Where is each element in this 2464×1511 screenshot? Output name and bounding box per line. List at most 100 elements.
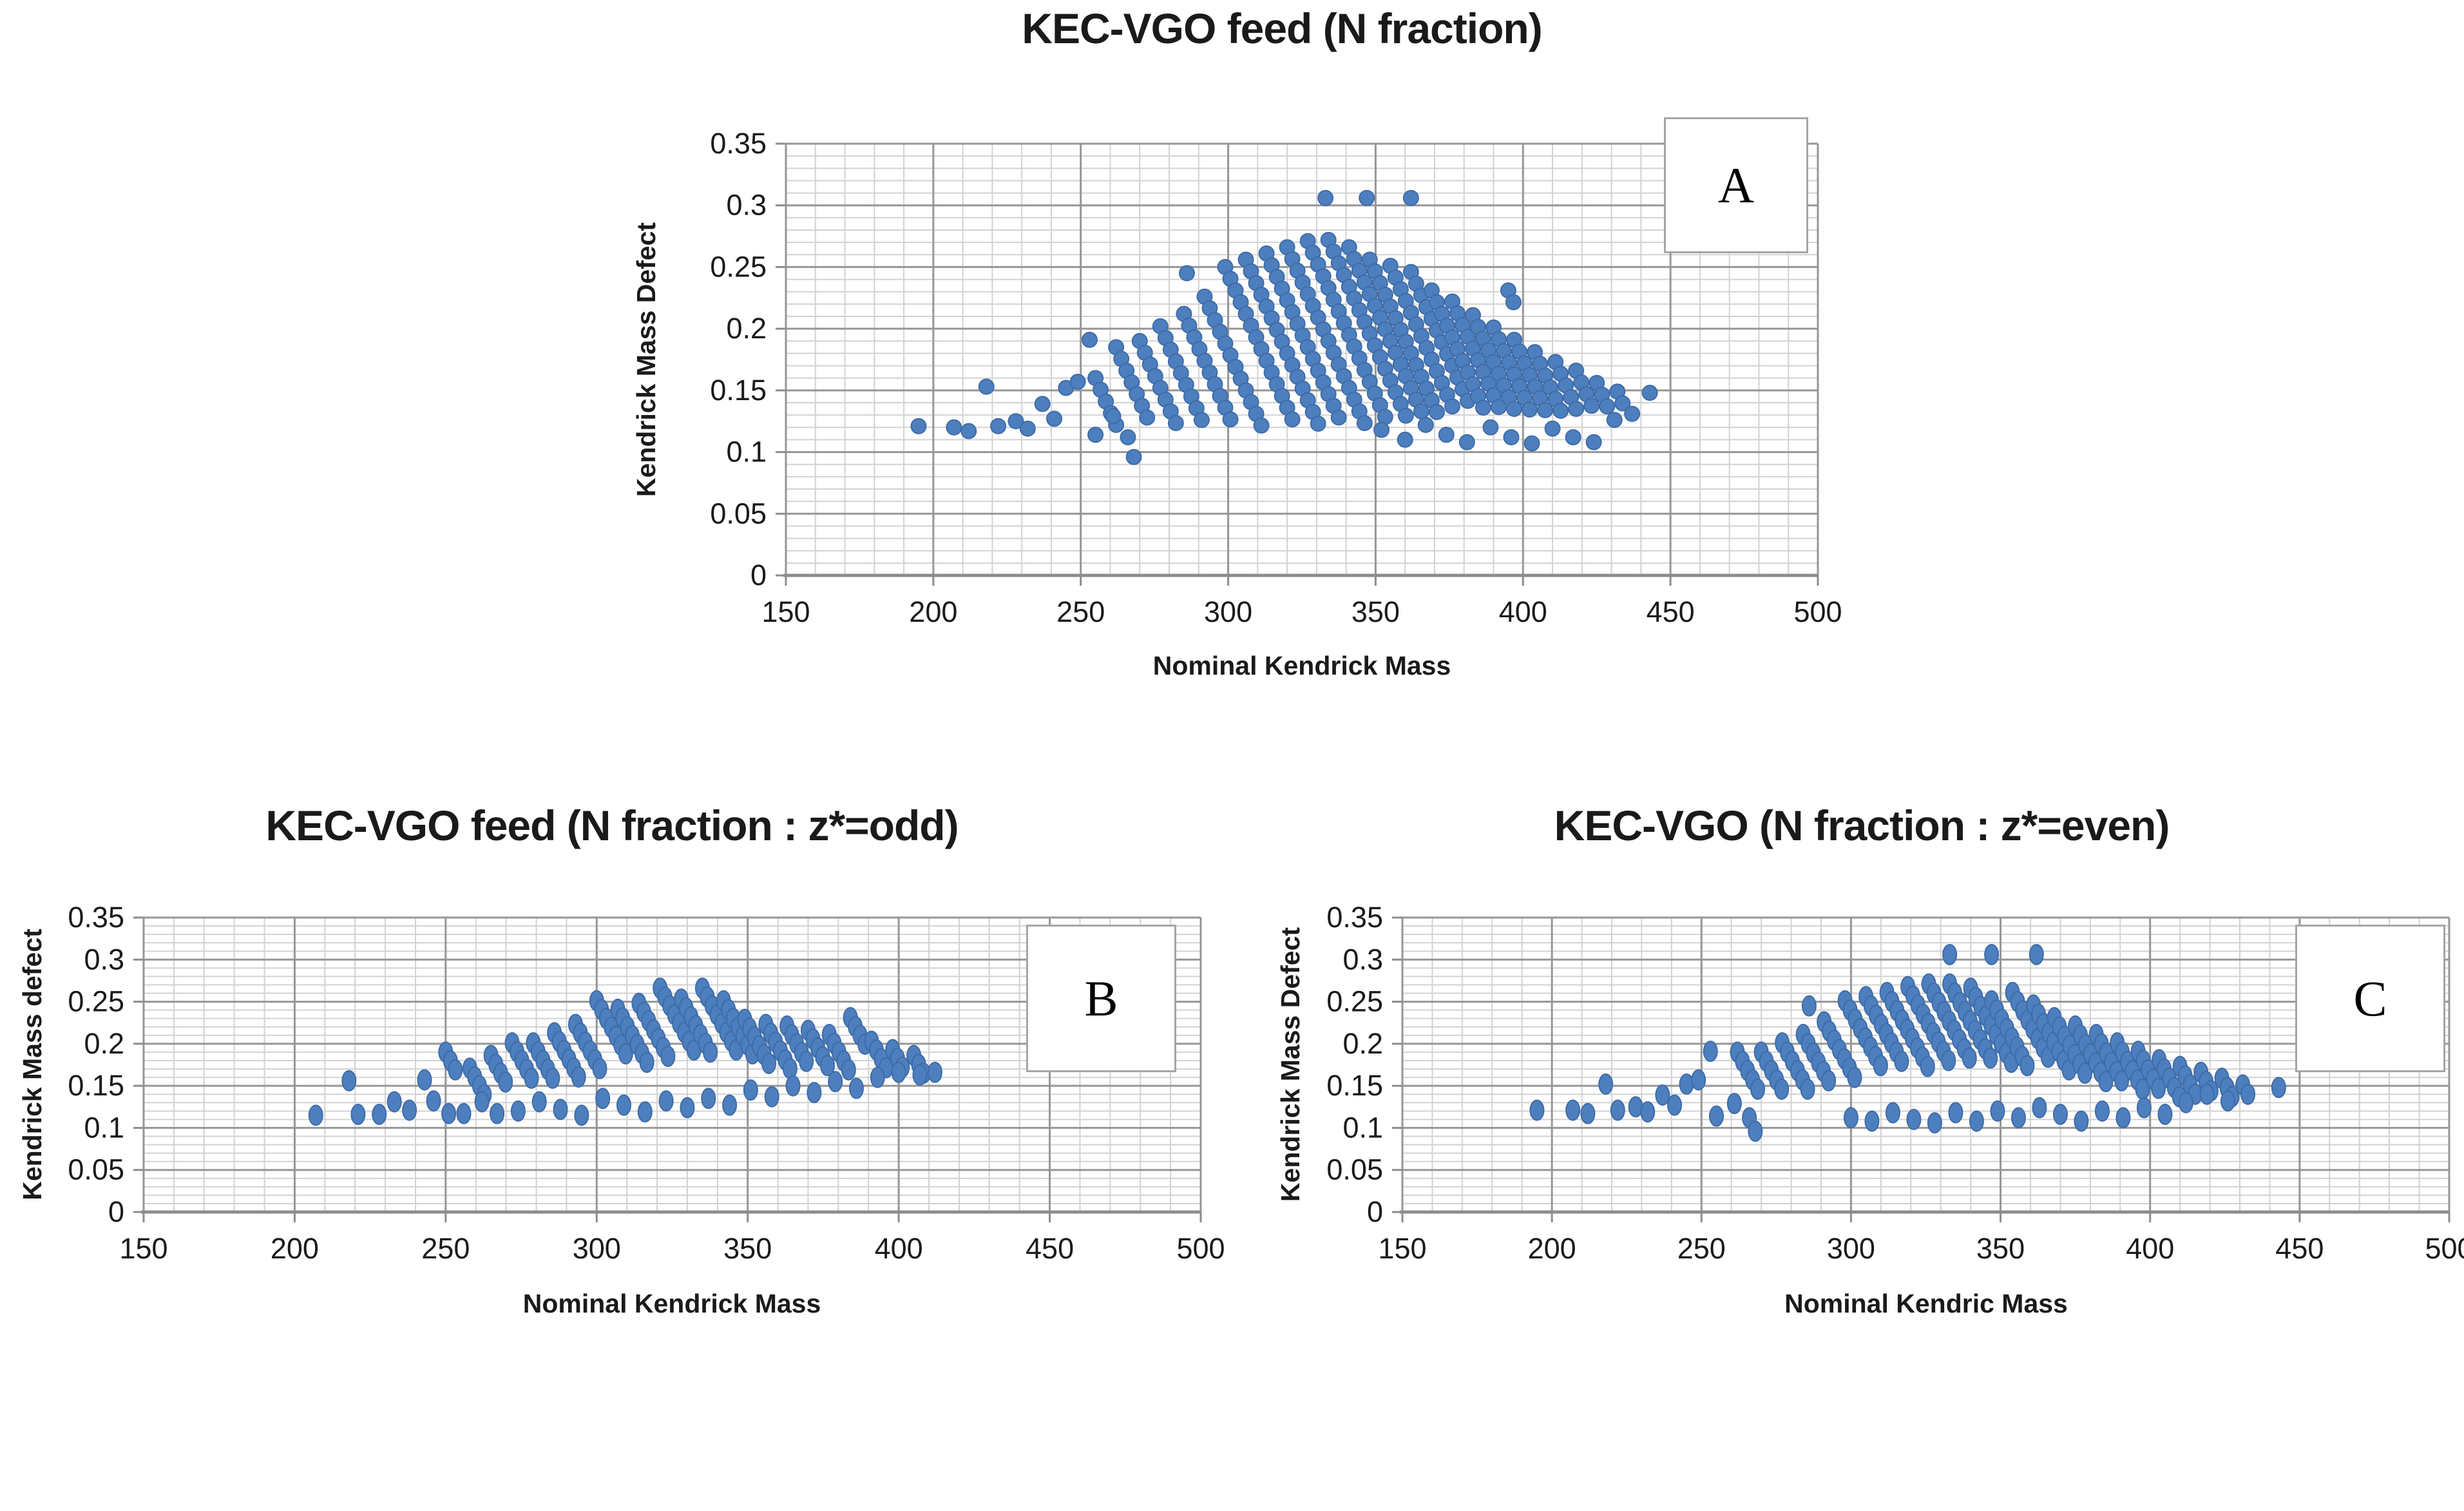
y-tick-label: 0.3 (726, 189, 767, 222)
data-point (828, 1071, 843, 1093)
chart-b-x-axis-title: Nominal Kendrick Mass (522, 1289, 821, 1318)
chart-b-panel-box: B (1026, 925, 1176, 1072)
data-point (1565, 429, 1581, 446)
y-tick-label: 0.35 (710, 127, 767, 160)
tick-labels-layer: 150 200 250 300 350 400 450 500 0 0.05 0.1 0.15 0.2 0… (1326, 901, 2464, 1265)
y-tick-label: 0.1 (1342, 1111, 1383, 1144)
y-tick-label: 0 (1367, 1195, 1383, 1228)
data-point (571, 1066, 586, 1088)
data-point (1105, 408, 1122, 425)
data-point (1748, 1121, 1763, 1142)
data-point (978, 378, 995, 395)
data-point (1069, 373, 1086, 390)
data-point (1402, 189, 1419, 206)
data-point (426, 1090, 441, 1112)
y-tick-label: 0.05 (1326, 1153, 1383, 1186)
data-point (946, 419, 962, 436)
chart-a-panel-letter: A (1717, 157, 1755, 213)
x-tick-label: 350 (723, 1232, 772, 1265)
data-point (1873, 1055, 1888, 1077)
data-point (1253, 417, 1270, 434)
data-point (2271, 1077, 2286, 1099)
data-point (2136, 1097, 2152, 1119)
data-point (1373, 421, 1390, 438)
x-tick-label: 200 (909, 595, 957, 628)
data-point (1081, 331, 1098, 348)
data-point (1614, 395, 1631, 412)
data-point (1885, 1102, 1900, 1124)
y-tick-label: 0.3 (84, 943, 124, 976)
data-point (1599, 398, 1616, 415)
chart-b-title: KEC-VGO feed (N fraction : z*=odd) (265, 802, 959, 849)
data-point (372, 1104, 387, 1126)
data-point (891, 1061, 906, 1083)
data-point (1606, 412, 1623, 428)
data-point (1417, 416, 1434, 433)
data-point (616, 1094, 631, 1116)
data-point (1522, 401, 1538, 418)
x-tick-label: 300 (573, 1232, 621, 1265)
data-point (1750, 1078, 1766, 1100)
data-point (1458, 434, 1475, 450)
gridlines-layer (1392, 916, 2450, 1222)
data-point (1920, 1055, 1935, 1077)
chart-a-title: KEC-VGO feed (N fraction) (1022, 5, 1542, 52)
data-point (1821, 1070, 1837, 1092)
x-tick-label: 150 (1378, 1232, 1426, 1265)
data-point (1178, 265, 1195, 282)
data-point (1565, 1099, 1581, 1121)
y-tick-label: 0.25 (710, 250, 767, 283)
data-point (1598, 1073, 1614, 1095)
y-tick-label: 0.35 (68, 901, 124, 934)
data-point (1709, 1105, 1724, 1127)
y-tick-label: 0 (108, 1195, 124, 1228)
data-point (1491, 399, 1507, 416)
data-point (1906, 1108, 1922, 1130)
data-point (807, 1082, 822, 1104)
y-tick-label: 0.15 (68, 1069, 124, 1102)
data-point (2029, 943, 2044, 965)
data-point (2115, 1107, 2131, 1129)
data-point (1120, 429, 1136, 446)
data-point (1726, 1093, 1742, 1115)
data-point (1847, 1066, 1862, 1088)
y-tick-label: 0 (750, 559, 767, 592)
data-point (1583, 398, 1600, 414)
data-point (1580, 1102, 1596, 1124)
y-tick-label: 0.25 (1326, 985, 1383, 1018)
data-point (680, 1097, 695, 1119)
data-point (743, 1079, 758, 1101)
data-point (618, 1043, 633, 1065)
x-tick-label: 500 (2425, 1232, 2464, 1265)
chart-c-panel-box: C (2295, 925, 2445, 1072)
data-point (2151, 1077, 2166, 1099)
data-point (387, 1091, 402, 1113)
data-point (1585, 434, 1602, 450)
data-point (1529, 1099, 1545, 1121)
chart-c-panel-letter: C (2353, 970, 2387, 1026)
x-tick-label: 350 (1351, 595, 1400, 628)
data-point (595, 1088, 611, 1110)
data-point (490, 1102, 505, 1124)
data-point (1397, 407, 1414, 424)
x-tick-label: 250 (1677, 1232, 1726, 1265)
data-point (870, 1066, 885, 1088)
data-point (1310, 416, 1326, 432)
data-point (1193, 412, 1210, 428)
data-point (722, 1094, 738, 1116)
x-tick-label: 250 (1056, 595, 1105, 628)
x-tick-label: 350 (1976, 1232, 2025, 1265)
tick-labels-layer: 150 200 250 300 350 400 450 500 0 0.05 0.1 0.15 0.2 0… (68, 901, 1225, 1265)
data-point (1691, 1069, 1706, 1091)
data-point (1894, 1050, 1909, 1072)
data-point (1801, 995, 1817, 1017)
data-point (545, 1067, 560, 1089)
data-point (417, 1069, 432, 1091)
chart-c-x-axis-title: Nominal Kendric Mass (1784, 1289, 2068, 1318)
data-point (1523, 435, 1540, 452)
data-point (761, 1053, 777, 1075)
x-tick-label: 200 (1528, 1232, 1576, 1265)
data-point (927, 1061, 942, 1083)
data-point (474, 1091, 490, 1113)
